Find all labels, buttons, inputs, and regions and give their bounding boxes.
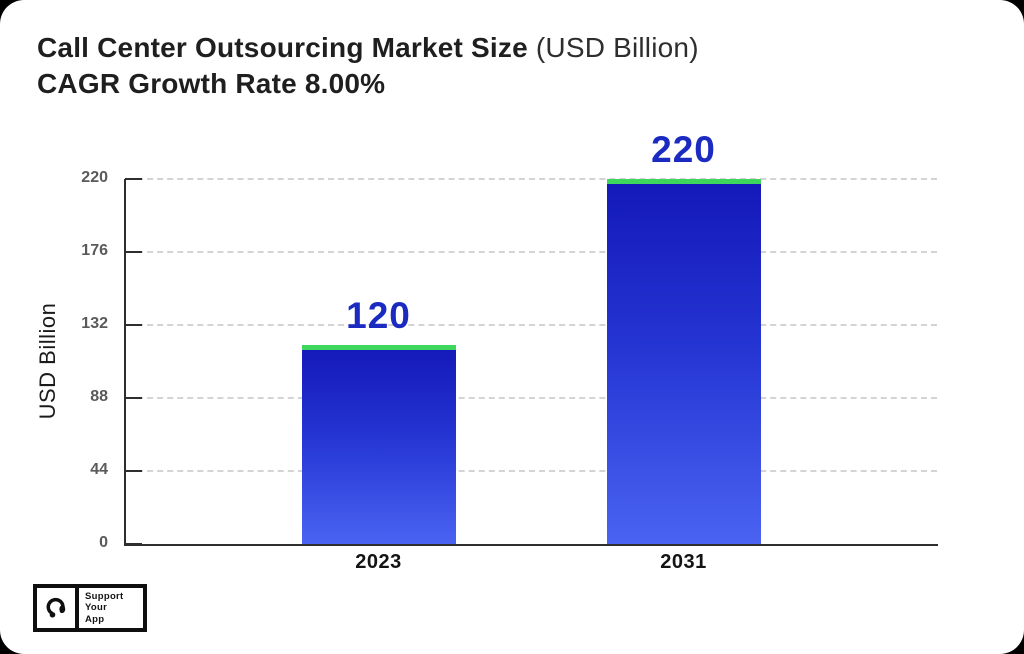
headset-icon [42,592,70,625]
logo-icon-cell [37,588,79,628]
y-tick-mark [125,470,142,472]
y-tick-label: 132 [81,315,108,332]
y-tick-label: 220 [81,169,108,186]
bar-value-label: 120 [346,294,411,336]
logo-text-line: Support [85,590,124,602]
y-gridline [127,470,937,472]
x-axis-category-label: 2031 [660,551,707,573]
bar-value-label: 220 [651,129,716,170]
y-gridline [127,251,937,253]
logo-text: Support Your App [79,588,143,628]
bar-top-cap [301,344,456,350]
y-tick-label: 88 [90,388,108,405]
bar-2023 [301,344,456,544]
y-tick-mark [125,397,142,399]
chart-header: Call Center Outsourcing Market Size (USD… [37,30,699,102]
y-axis-title: USD Billion [35,302,60,420]
chart-title-unit: (USD Billion) [527,32,699,63]
support-your-app-logo: Support Your App [33,584,147,632]
logo-text-line: App [85,613,105,625]
x-axis-line [124,544,938,546]
y-tick-label: 44 [90,461,108,478]
y-tick-label: 0 [99,534,108,551]
y-gridline [127,178,937,180]
x-axis-category-label: 2023 [355,551,402,573]
y-gridline [127,397,937,399]
y-tick-label: 176 [81,242,108,259]
chart-subtitle: CAGR Growth Rate 8.00% [37,68,386,99]
y-tick-mark [125,251,142,253]
y-tick-mark [125,324,142,326]
chart-title-main: Call Center Outsourcing Market Size [37,32,528,63]
bar-top-cap [606,179,761,184]
y-gridline [127,324,937,326]
bar-2031 [606,179,761,544]
chart-title: Call Center Outsourcing Market Size (USD… [37,30,699,66]
y-axis-line [124,179,126,546]
y-tick-mark [125,178,142,180]
logo-text-line: Your [85,602,108,614]
